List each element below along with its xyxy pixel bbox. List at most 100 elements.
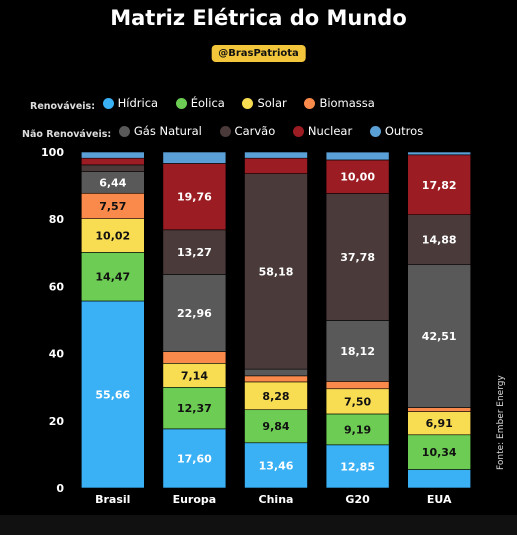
data-label: 37,78 [340, 251, 375, 264]
legend-item-gas-natural: Gás Natural [118, 124, 202, 138]
data-label: 7,50 [344, 395, 371, 408]
legend-dot [369, 125, 381, 137]
data-label: 18,12 [340, 345, 375, 358]
data-label: 17,82 [422, 179, 457, 192]
legend-label: Biomassa [319, 96, 375, 110]
data-label: 12,85 [340, 460, 375, 473]
legend-dot [304, 97, 316, 109]
bar-segment [162, 274, 227, 352]
data-label: 9,19 [344, 423, 371, 436]
legend-nonrenewables-label: Não Renováveis: [22, 128, 112, 140]
bar-segment [407, 154, 472, 215]
data-label: 10,02 [95, 230, 130, 243]
data-label: 58,18 [259, 265, 294, 278]
data-label: 9,84 [262, 420, 289, 433]
data-label: 10,34 [422, 446, 457, 459]
data-label: 14,88 [422, 234, 457, 247]
bar-segment [81, 252, 145, 302]
data-label: 7,14 [181, 369, 208, 382]
bar-segment [162, 163, 227, 231]
bar-segment [325, 444, 390, 489]
bar-segment [407, 264, 472, 408]
legend-dot [175, 97, 187, 109]
x-tick-label: China [259, 493, 294, 506]
bar-segment [325, 413, 390, 446]
bar-segment [81, 218, 145, 253]
bar-segment [407, 434, 472, 470]
x-tick-label: Brasil [95, 493, 130, 506]
handle-badge: @BrasPatriota [211, 45, 306, 62]
data-label: 10,00 [340, 171, 375, 184]
bar-segment [325, 388, 390, 415]
bar-segment [162, 151, 227, 164]
legend-dot [102, 97, 114, 109]
bar-segment [244, 442, 308, 489]
legend-label: Solar [257, 96, 287, 110]
x-tick-label: G20 [345, 493, 370, 506]
legend-label: Gás Natural [133, 124, 202, 138]
bar-segment [407, 407, 472, 412]
bar-segment [325, 151, 390, 161]
legend-item-solar: Solar [242, 96, 287, 110]
stacked-bar-chart: 0 20 40 60 80 100 55,66 14,47 10,02 7,57 6,44 Brasi… [41, 146, 472, 506]
y-tick-label: 20 [49, 415, 65, 428]
data-label: 17,60 [177, 452, 212, 465]
bar-segment [325, 193, 390, 321]
bar-segment [325, 381, 390, 390]
legend-item-biomassa: Biomassa [304, 96, 375, 110]
y-tick-label: 60 [49, 280, 65, 293]
bar-segment [162, 351, 227, 364]
data-label: 55,66 [95, 388, 130, 401]
legend-renewables-label: Renováveis: [30, 100, 95, 112]
bar-segment [407, 151, 472, 156]
chart-title: Matriz Elétrica do Mundo [110, 6, 407, 30]
y-tick-label: 80 [49, 213, 65, 226]
data-label: 42,51 [422, 330, 457, 343]
bar-segment [244, 381, 308, 411]
bar-segment [244, 157, 308, 174]
data-label: 19,76 [177, 191, 212, 204]
legend-dot [242, 97, 254, 109]
legend-dot [118, 125, 130, 137]
bar-segment [244, 151, 308, 159]
legend-label: Outros [384, 124, 424, 138]
data-label: 14,47 [95, 271, 130, 284]
bar-segment [244, 368, 308, 377]
x-tick-label: Europa [173, 493, 217, 506]
legend-label: Nuclear [307, 124, 353, 138]
legend-item-hidrica: Hídrica [102, 96, 159, 110]
y-tick-label: 100 [41, 146, 64, 159]
legend-renewables: Renováveis: Hídrica Éolica Solar Biomass… [30, 96, 389, 112]
data-label: 6,91 [426, 417, 453, 430]
data-label: 12,37 [177, 402, 212, 415]
bar-segment [81, 164, 145, 172]
y-tick-label: 0 [56, 482, 64, 495]
data-label: 8,28 [262, 390, 289, 403]
bar-segment [325, 320, 390, 382]
y-tick-label: 40 [49, 348, 65, 361]
data-label: 6,44 [99, 176, 126, 189]
x-tick-label: EUA [427, 493, 452, 506]
legend-nonrenewables: Não Renováveis: Gás Natural Carvão Nucle… [22, 124, 437, 140]
legend-label: Carvão [234, 124, 276, 138]
data-label: 13,27 [177, 246, 212, 259]
bar-segment [407, 214, 472, 265]
bottom-bar [0, 515, 517, 535]
source-note: Fonte: Ember Energy [496, 375, 506, 470]
bar-segment [81, 192, 145, 219]
legend-item-nuclear: Nuclear [292, 124, 353, 138]
bar-segment [244, 409, 308, 444]
data-label: 7,57 [99, 200, 126, 213]
data-label: 13,46 [259, 459, 294, 472]
legend-label: Éolica [190, 96, 225, 110]
bar-segment [81, 157, 145, 166]
bar-segment [162, 229, 227, 275]
bar-segment [81, 300, 145, 489]
legend-dot [219, 125, 231, 137]
bar-segment [162, 428, 227, 489]
legend-item-eolica: Éolica [175, 96, 225, 110]
legend-dot [292, 125, 304, 137]
legend-label: Hídrica [117, 96, 159, 110]
legend-item-outros: Outros [369, 124, 424, 138]
bar-segment [81, 151, 145, 159]
